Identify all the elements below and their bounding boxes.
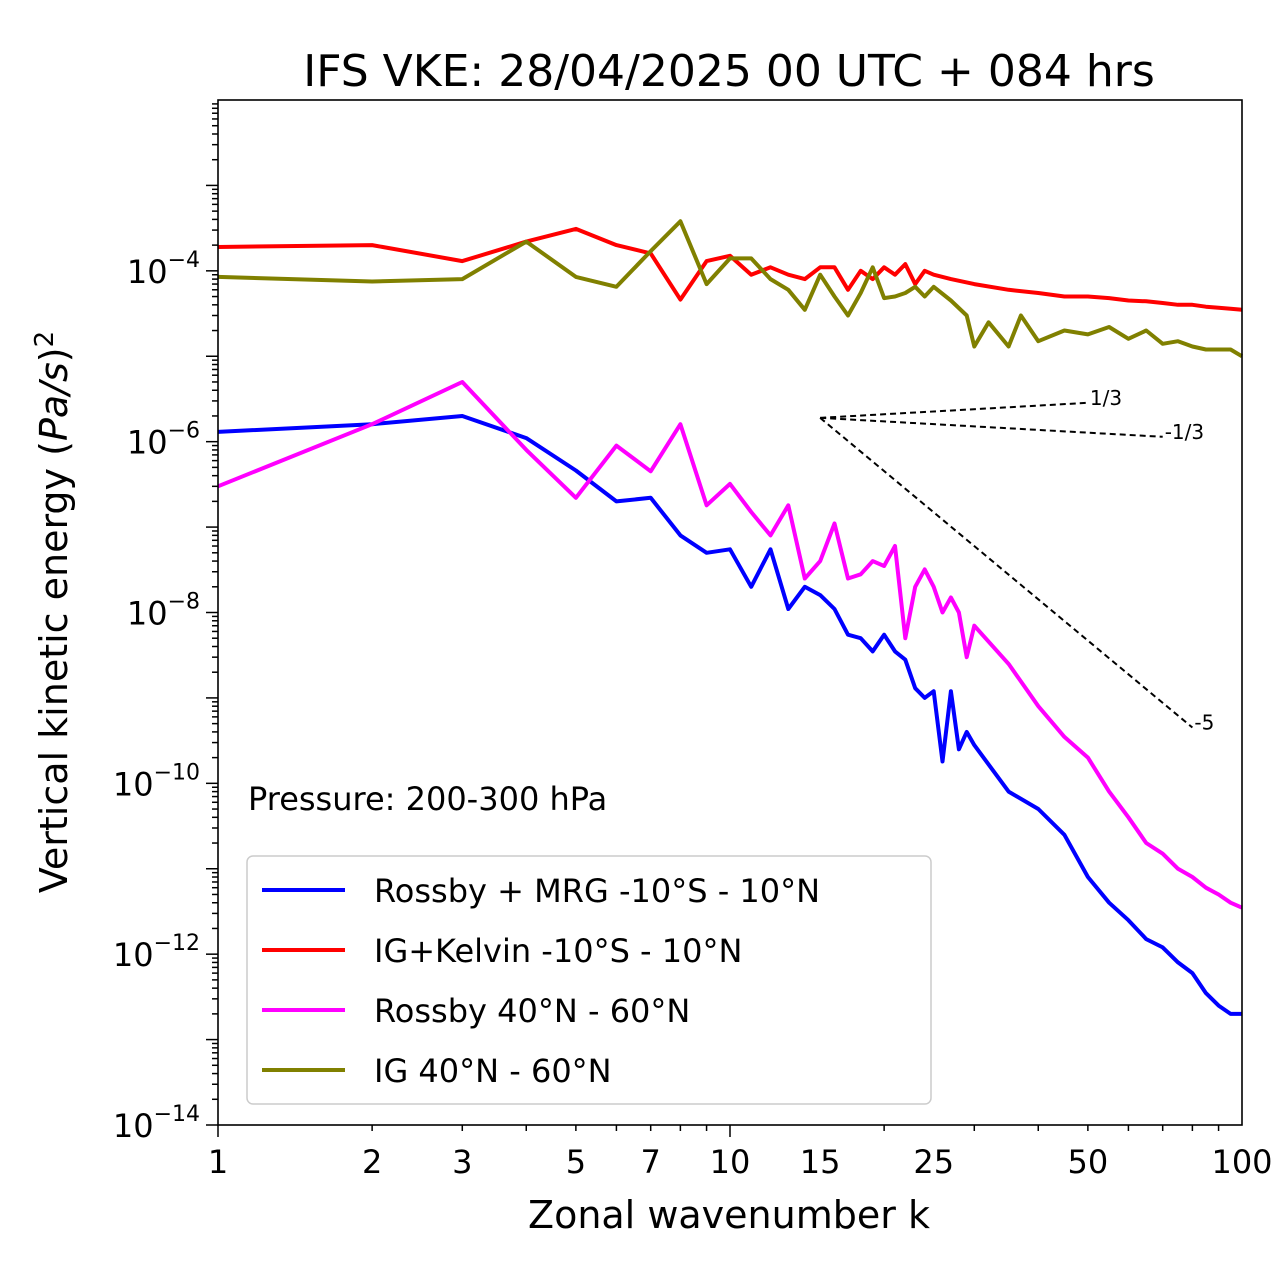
y-tick-label: 10−8 [127,590,200,633]
series-line-2 [217,380,1243,910]
y-tick-label: 10−6 [127,419,200,462]
y-tick-label: 10−10 [113,760,200,803]
x-tick-label: 2 [362,1143,382,1181]
reference-line-1 [820,416,1163,438]
reference-line-label-1: -1/3 [1165,420,1204,444]
legend-label-1: IG+Kelvin -10°S - 10°N [374,932,742,970]
y-axis-ticks: 10−14 10−12 10−10 10−8 10−6 10−4 [113,103,218,1145]
x-tick-label: 3 [452,1143,472,1181]
y-tick-label: 10−4 [127,248,200,291]
legend: Rossby + MRG -10°S - 10°N IG+Kelvin -10°S… [246,855,932,1105]
y-axis-label: Vertical kinetic energy (Pa/s)2 [30,331,76,893]
x-tick-label: 5 [566,1143,586,1181]
reference-line-label-2: -5 [1194,711,1214,735]
reference-lines-group: 1/3 -1/3 -5 [819,386,1214,735]
x-tick-label: 1 [208,1143,228,1181]
legend-label-0: Rossby + MRG -10°S - 10°N [374,872,820,910]
y-axis-label-text: Vertical kinetic energy (Pa/s)2 [30,331,76,893]
x-tick-label: 50 [1068,1143,1109,1181]
x-tick-label: 10 [710,1143,751,1181]
x-tick-label: 100 [1211,1143,1272,1181]
x-axis-ticks: 1 2 3 5 7 10 15 25 50 100 [208,1125,1273,1181]
x-tick-label: 7 [641,1143,661,1181]
reference-line-2 [819,417,1194,729]
y-tick-label: 10−12 [113,931,200,974]
legend-frame [246,855,932,1105]
series-line-1 [217,226,1243,312]
pressure-annotation: Pressure: 200-300 hPa [248,780,607,818]
y-tick-label: 10−14 [113,1102,200,1145]
chart-title: IFS VKE: 28/04/2025 00 UTC + 084 hrs [303,46,1155,97]
x-axis-label: Zonal wavenumber k [528,1193,930,1237]
series-line-3 [217,219,1244,359]
plot-frame [217,99,1243,1126]
legend-label-3: IG 40°N - 60°N [374,1052,612,1090]
series-group [217,219,1244,1016]
legend-label-2: Rossby 40°N - 60°N [374,992,690,1030]
x-tick-label: 25 [913,1143,954,1181]
x-tick-label: 15 [800,1143,841,1181]
reference-line-label-0: 1/3 [1090,386,1122,410]
reference-line-0 [820,401,1088,419]
series-line-0 [217,414,1242,1016]
